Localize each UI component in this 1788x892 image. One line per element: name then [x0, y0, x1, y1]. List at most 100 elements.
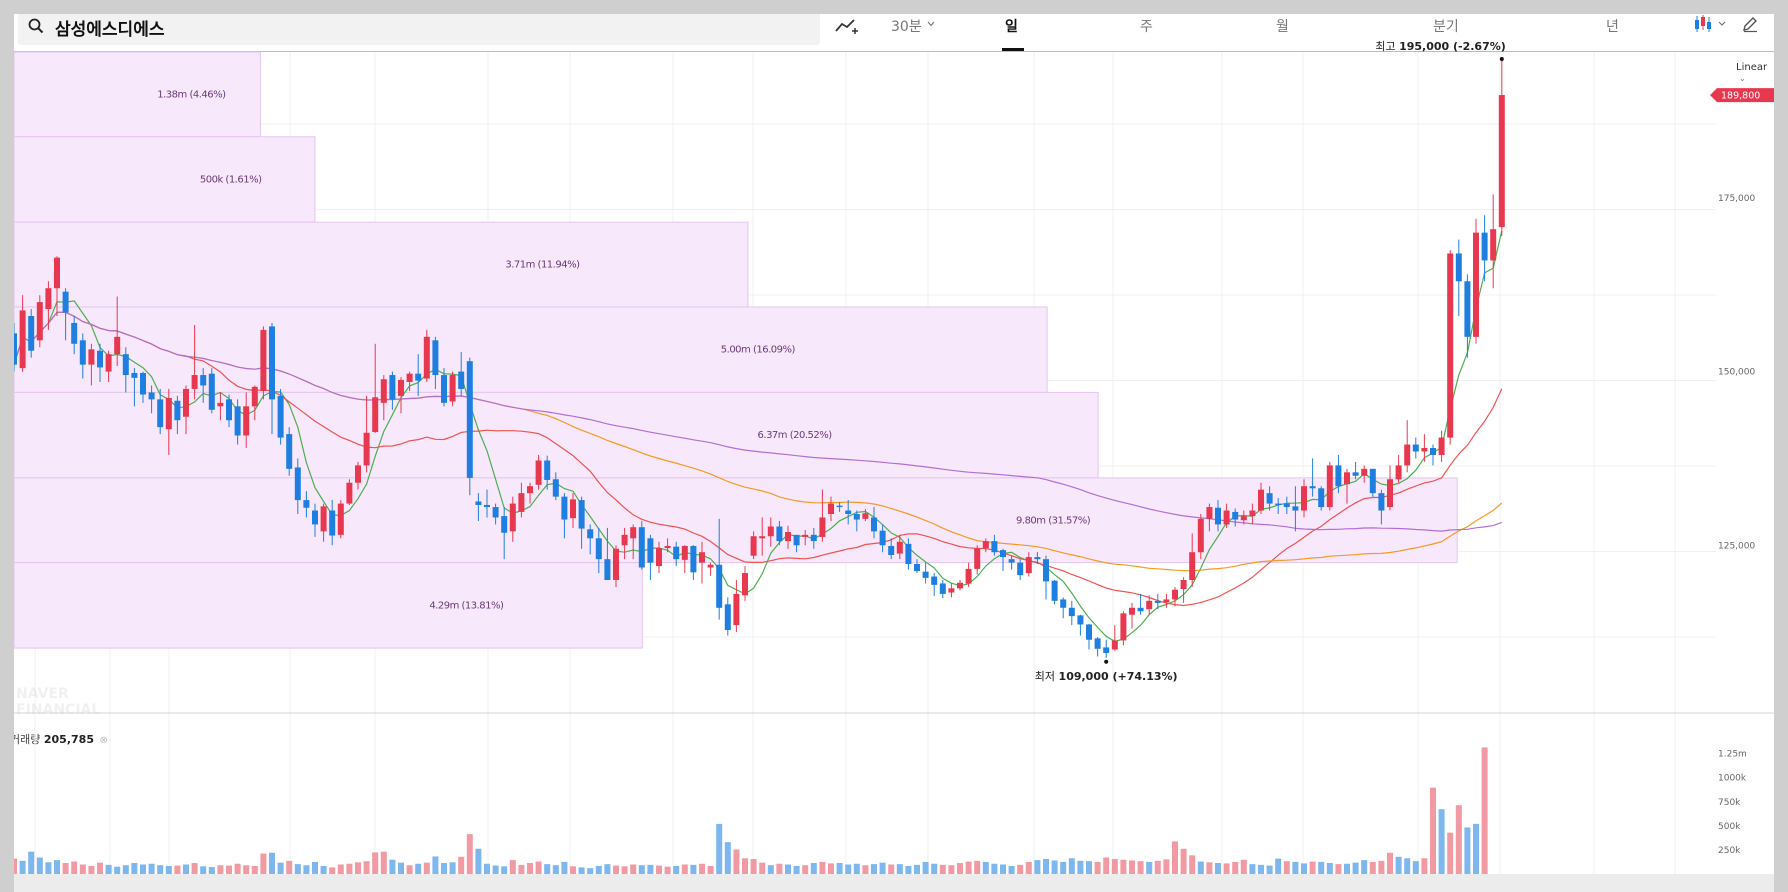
candle-body: [1326, 465, 1333, 508]
volume-bar: [1309, 861, 1316, 874]
candle-body: [1051, 580, 1058, 601]
volume-bar: [131, 863, 138, 874]
draw-line-icon[interactable]: [834, 16, 860, 36]
tab-year[interactable]: 년: [1606, 19, 1619, 35]
volume-bar: [914, 864, 920, 874]
volume-bar: [965, 861, 972, 874]
low-annotation: 최저 109,000 (+74.13%): [1035, 670, 1178, 683]
volume-bar: [1137, 861, 1144, 874]
volume-bar: [372, 852, 379, 874]
axes: 09/14 10월 10/14 11월 11/14 12월 12/14 2025 01/14 2월…: [14, 194, 1774, 892]
volume-bar: [286, 860, 293, 874]
volume-bar: [1481, 747, 1488, 874]
pencil-icon[interactable]: [1741, 15, 1759, 33]
interval-30m-select[interactable]: 30분: [891, 19, 922, 35]
scale-select[interactable]: Linear ⌄: [1736, 62, 1774, 84]
candle-body: [415, 373, 422, 381]
volume-bar: [604, 864, 611, 874]
candle-body: [1172, 589, 1178, 600]
tab-week[interactable]: 주: [1140, 19, 1153, 35]
ma-line-5: [14, 230, 1503, 642]
candle-body: [449, 375, 456, 402]
candle-body: [518, 493, 525, 512]
candle-body: [819, 517, 826, 537]
volume-bar: [613, 865, 619, 874]
ma-legend[interactable]: 이동평균 5 20 60 120 ⊗: [14, 57, 132, 73]
x-tick-label: 01/14: [739, 878, 766, 889]
x-tick-label: 6월: [1587, 877, 1602, 889]
close-icon[interactable]: ⊗: [187, 61, 196, 72]
candle-body: [914, 564, 920, 571]
price-chart[interactable]: 1.38m (4.46%) 500k (1.61%) 3.71m (11.94%) 5…: [14, 14, 1774, 892]
volume-bar: [1154, 860, 1161, 874]
candle-body: [269, 326, 275, 400]
candle-body: [647, 538, 654, 563]
volume-bar: [587, 868, 594, 874]
candle-body: [793, 534, 800, 546]
volume-bar: [1189, 855, 1196, 874]
volume-bar: [1352, 862, 1359, 874]
volume-bar: [217, 865, 224, 874]
candle-body: [1060, 599, 1067, 608]
candle-body: [1025, 557, 1032, 574]
volume-bar: [140, 864, 146, 874]
chevron-down-icon[interactable]: [927, 21, 935, 27]
candle-body: [234, 406, 241, 436]
volume-bar: [707, 865, 714, 874]
volume-bar: [1387, 852, 1393, 874]
volume-profile-bar: [14, 562, 643, 649]
volume-bar: [475, 848, 482, 874]
candle-body: [45, 288, 52, 310]
vp-legend[interactable]: 매물분석도 7 ⊗: [120, 57, 196, 73]
volume-bar: [578, 867, 585, 874]
candle-body: [1309, 486, 1316, 489]
volume-bar: [226, 865, 232, 874]
search-box[interactable]: 삼성에스디에스: [18, 14, 820, 45]
volume-bar: [14, 858, 17, 874]
volume-legend[interactable]: 거래량 205,785 ⊗: [14, 731, 108, 747]
volume-bar: [1172, 841, 1178, 874]
watermark-line-2: FINANCIAL: [16, 702, 100, 718]
volume-bar: [183, 864, 189, 874]
volume-bar: [724, 842, 731, 874]
ma-period-5: 5: [51, 59, 59, 72]
volume-bar: [552, 865, 559, 874]
tab-quarter[interactable]: 분기: [1433, 19, 1459, 35]
volume-bar: [269, 852, 275, 874]
tab-day[interactable]: 일: [1005, 19, 1018, 35]
search-query[interactable]: 삼성에스디에스: [55, 20, 165, 40]
last-price-tag: 189,800: [1710, 88, 1774, 103]
tab-month[interactable]: 월: [1276, 19, 1289, 35]
moving-averages: [14, 230, 1503, 642]
volume-bar: [982, 861, 989, 874]
volume-bar: [1301, 863, 1307, 874]
close-icon[interactable]: ⊗: [99, 735, 108, 746]
candle-body: [896, 541, 903, 554]
candle-body: [527, 486, 533, 494]
volume-bar: [303, 865, 310, 874]
volume-bar: [647, 864, 654, 874]
candle-body: [1438, 437, 1445, 455]
candle-body: [1240, 516, 1247, 521]
candle-body: [982, 541, 989, 549]
candle-body: [226, 399, 232, 421]
candle-body: [1189, 552, 1196, 580]
volume-bar: [1146, 861, 1153, 874]
volume-bar: [1111, 858, 1118, 874]
volume-bar: [527, 863, 533, 874]
candle-body: [1249, 510, 1256, 517]
volume-bar: [1025, 861, 1032, 874]
candle-body: [1318, 488, 1325, 508]
candle-body: [484, 504, 490, 508]
x-tick-label: 05/14: [1486, 878, 1513, 889]
candles: [14, 58, 1505, 658]
candle-body: [656, 548, 662, 567]
volume-bar: [733, 849, 740, 874]
watermark-line-1: NAVER: [16, 686, 69, 702]
candle-body: [1258, 489, 1264, 511]
candle-type-icon[interactable]: [1694, 14, 1728, 34]
volume-bar: [690, 864, 697, 874]
volume-bar: [71, 861, 78, 874]
volume-bar: [905, 865, 912, 874]
candle-body: [595, 538, 602, 560]
